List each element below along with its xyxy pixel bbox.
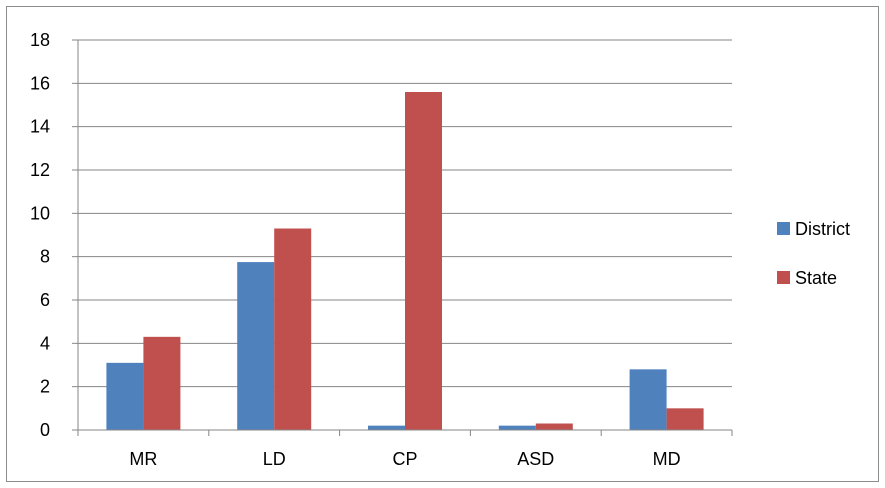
x-tick-label: MR [129, 449, 157, 469]
bar-state-asd [535, 423, 573, 430]
legend-swatch-district [777, 222, 790, 235]
bar-district-mr [106, 362, 144, 430]
bar-state-md [666, 408, 704, 430]
bar-state-mr [143, 336, 181, 430]
y-tick-label: 16 [30, 73, 50, 93]
bar-district-md [629, 369, 667, 430]
legend: District State [777, 219, 850, 288]
y-tick-label: 6 [40, 290, 50, 310]
y-tick-label: 2 [40, 377, 50, 397]
bar-district-asd [498, 425, 536, 430]
y-tick-label: 18 [30, 30, 50, 50]
y-tick-label: 8 [40, 247, 50, 267]
bar-state-cp [405, 92, 442, 430]
bars [106, 92, 704, 430]
y-tick-label: 14 [30, 117, 50, 137]
y-tick-label: 4 [40, 333, 50, 353]
bar-district-ld [237, 262, 275, 430]
x-axis-ticks: MR LD CP ASD MD [77, 430, 733, 469]
x-tick-label: ASD [517, 449, 554, 469]
x-tick-label: MD [653, 449, 681, 469]
y-tick-label: 12 [30, 160, 50, 180]
y-axis-ticks: 0 2 4 6 8 10 12 14 16 18 [30, 30, 78, 440]
axes [77, 40, 732, 431]
bar-state-ld [274, 228, 312, 430]
x-tick-label: LD [263, 449, 286, 469]
bar-district-cp [368, 425, 405, 430]
y-tick-label: 10 [30, 203, 50, 223]
x-tick-label: CP [392, 449, 417, 469]
legend-label-state: State [795, 268, 837, 288]
y-tick-label: 0 [40, 420, 50, 440]
legend-swatch-state [777, 271, 790, 284]
legend-label-district: District [795, 219, 850, 239]
